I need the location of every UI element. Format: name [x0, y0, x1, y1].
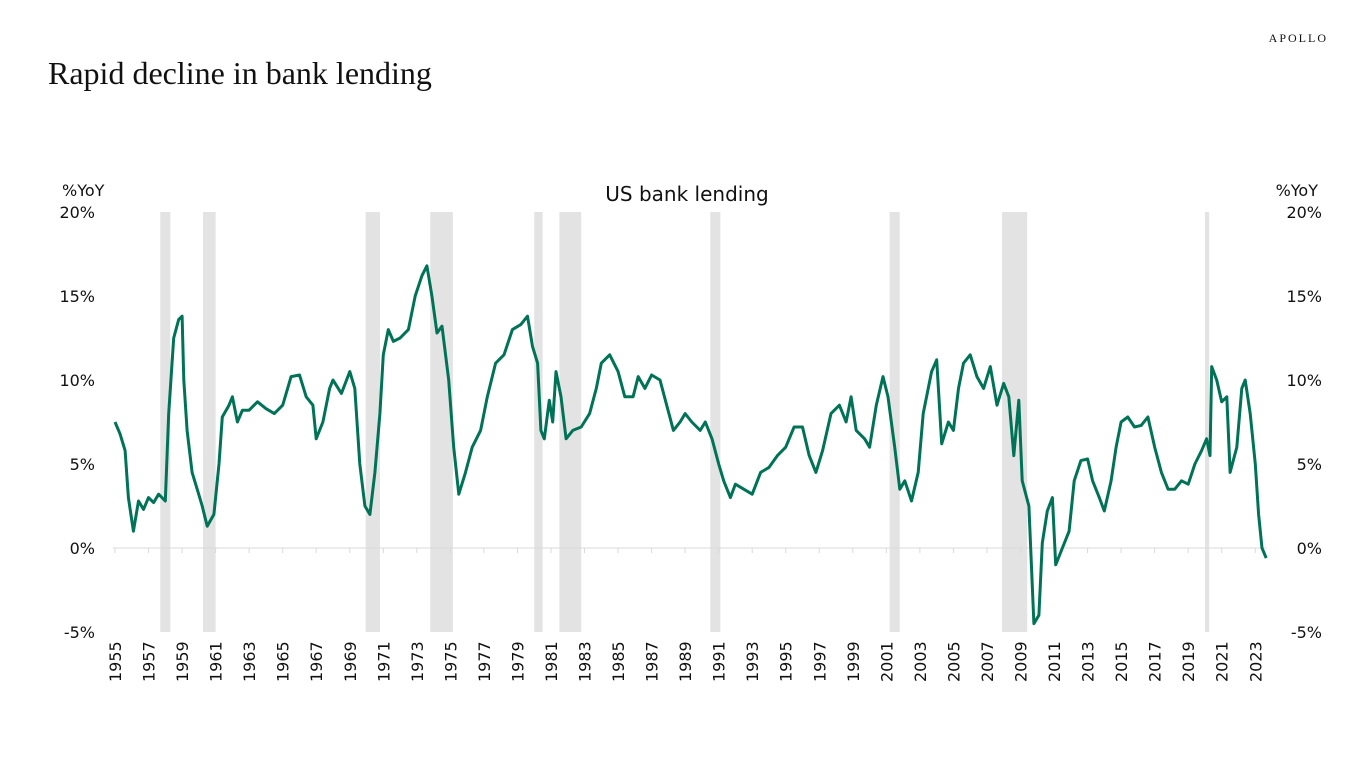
recession-band — [1204, 212, 1210, 632]
x-tick-label: 2013 — [1079, 641, 1098, 682]
x-tick-label: 1957 — [140, 641, 159, 682]
x-tick-label: 2001 — [877, 641, 896, 682]
x-tick-label: 2021 — [1213, 641, 1232, 682]
recession-band — [160, 212, 171, 632]
recession-band — [365, 212, 380, 632]
recession-band — [203, 212, 216, 632]
x-tick-label: 1967 — [307, 641, 326, 682]
x-tick-label: 2009 — [1012, 641, 1031, 682]
chart-title: Rapid decline in bank lending — [48, 55, 432, 91]
x-tick-label: 1985 — [609, 641, 628, 682]
x-tick-label: 1973 — [408, 641, 427, 682]
x-tick-label: 1955 — [106, 641, 125, 682]
y-tick-label: 0% — [70, 539, 95, 558]
y-tick-label: 15% — [59, 287, 95, 306]
x-tick-label: 1997 — [810, 641, 829, 682]
x-tick-label: 1959 — [173, 641, 192, 682]
x-tick-label: 2005 — [944, 641, 963, 682]
x-tick-label: 1977 — [475, 641, 494, 682]
x-tick-label: 1987 — [643, 641, 662, 682]
x-tick-label: 2017 — [1146, 641, 1165, 682]
x-tick-label: 1971 — [374, 641, 393, 682]
x-tick-label: 2011 — [1045, 641, 1064, 682]
y-tick-label: 10% — [59, 371, 95, 390]
recession-band — [559, 212, 582, 632]
x-tick-label: 1963 — [240, 641, 259, 682]
x-tick-label: 1965 — [274, 641, 293, 682]
x-tick-label: 1999 — [844, 641, 863, 682]
y-tick-label: -5% — [64, 623, 95, 642]
x-tick-label: 2023 — [1246, 641, 1265, 682]
y-tick-label: 20% — [59, 203, 95, 222]
y2-tick-label: -5% — [1291, 623, 1322, 642]
x-tick-label: 1961 — [207, 641, 226, 682]
y2-tick-label: 5% — [1297, 455, 1322, 474]
recession-band — [430, 212, 453, 632]
y2-tick-label: 0% — [1297, 539, 1322, 558]
x-tick-label: 2015 — [1112, 641, 1131, 682]
x-tick-label: 1989 — [676, 641, 695, 682]
y2-tick-label: 20% — [1286, 203, 1322, 222]
x-tick-label: 1991 — [710, 641, 729, 682]
chart-subtitle: US bank lending — [605, 182, 768, 206]
x-tick-label: 1975 — [441, 641, 460, 682]
data-line — [113, 264, 1268, 626]
recession-band — [1002, 212, 1028, 632]
x-tick-label: 2019 — [1179, 641, 1198, 682]
x-tick-label: 2003 — [911, 641, 930, 682]
x-tick-label: 1993 — [743, 641, 762, 682]
recession-band — [710, 212, 721, 632]
brand: APOLLO — [1269, 31, 1328, 45]
y2-axis-label: %YoY — [1276, 181, 1319, 200]
x-tick-label: 1983 — [576, 641, 595, 682]
x-tick-label: 2007 — [978, 641, 997, 682]
x-tick-label: 1969 — [341, 641, 360, 682]
y-axis-label: %YoY — [62, 181, 105, 200]
x-tick-label: 1981 — [542, 641, 561, 682]
y2-tick-label: 10% — [1286, 371, 1322, 390]
x-tick-label: 1979 — [508, 641, 527, 682]
recession-band — [534, 212, 543, 632]
y-tick-label: 5% — [70, 455, 95, 474]
x-tick-label: 1995 — [777, 641, 796, 682]
y2-tick-label: 15% — [1286, 287, 1322, 306]
recession-band — [889, 212, 900, 632]
